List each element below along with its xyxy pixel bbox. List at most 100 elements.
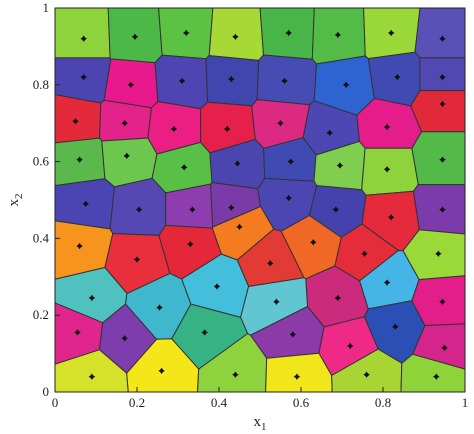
plot-frame [54, 7, 466, 393]
site-marker [439, 156, 446, 163]
site-marker [332, 206, 340, 213]
site-marker [433, 373, 440, 380]
site-marker [435, 250, 442, 257]
site-marker [72, 118, 79, 125]
y-axis-label-base: x [6, 199, 22, 207]
site-marker [76, 242, 83, 250]
x-axis-label: x1 [254, 414, 267, 433]
site-marker [187, 240, 194, 248]
site-marker [80, 73, 87, 81]
site-marker [228, 75, 235, 83]
voronoi-cell [99, 99, 152, 142]
site-marker [281, 77, 288, 85]
site-marker [285, 29, 292, 37]
site-marker [334, 31, 342, 39]
site-marker [439, 100, 446, 108]
voronoi-cell [400, 353, 465, 392]
site-marker [285, 194, 292, 202]
y-tick-label: 0 [43, 384, 50, 399]
site-marker [228, 204, 235, 211]
voronoi-cell [361, 147, 419, 196]
voronoi-cell [414, 8, 465, 59]
site-marker [123, 152, 130, 160]
site-marker [180, 164, 188, 171]
site-marker [88, 373, 96, 380]
site-marker [76, 156, 83, 163]
voronoi-cell [410, 90, 465, 133]
site-marker [388, 29, 395, 37]
site-marker [158, 367, 165, 375]
y-tick-label: 0.8 [33, 77, 49, 92]
site-marker [361, 250, 368, 257]
site-marker [394, 73, 401, 81]
site-marker [170, 125, 178, 133]
site-marker [88, 294, 96, 302]
voronoi-cell [265, 352, 333, 392]
voronoi-cell [367, 51, 421, 107]
site-marker [383, 279, 391, 286]
y-tick-label: 0.6 [33, 154, 50, 169]
site-marker [135, 206, 143, 213]
site-marker [289, 331, 296, 338]
y-tick-label: 1 [43, 0, 50, 15]
x-tick-label: 0 [52, 395, 59, 410]
site-marker [273, 298, 280, 305]
site-marker [277, 120, 284, 127]
site-marker [234, 160, 241, 167]
site-marker [392, 323, 399, 330]
site-marker [178, 77, 186, 85]
x-tick-label: 0.8 [375, 395, 391, 410]
site-marker [347, 342, 354, 350]
x-axis-label-base: x [254, 414, 262, 430]
site-marker [439, 298, 446, 305]
voronoi-cell [208, 8, 264, 61]
site-marker [388, 214, 395, 221]
site-marker [267, 260, 274, 267]
site-marker [133, 256, 141, 263]
site-marker [441, 344, 448, 352]
site-marker [121, 335, 128, 342]
site-marker [232, 33, 239, 40]
x-tick-label: 0.2 [129, 395, 145, 410]
site-marker [189, 206, 196, 213]
site-marker [201, 329, 208, 336]
site-marker [310, 239, 317, 246]
site-marker [439, 73, 446, 81]
voronoi-cells [55, 8, 465, 392]
x-axis-label-sub: 1 [261, 421, 267, 433]
site-marker [156, 304, 163, 311]
site-marker [383, 166, 391, 173]
site-marker [224, 125, 231, 133]
site-marker [326, 129, 333, 136]
x-tick-label: 1 [462, 395, 469, 410]
voronoi-cell [109, 177, 167, 236]
x-tick-label: 0.6 [293, 395, 310, 410]
voronoi-sites [72, 29, 448, 380]
x-tick-label: 0.4 [211, 395, 228, 410]
site-marker [439, 35, 446, 42]
y-axis-ticks: 0 0.2 0.4 0.6 0.8 1 [33, 0, 60, 399]
site-marker [383, 123, 391, 131]
site-marker [74, 329, 81, 336]
y-axis-label: x2 [6, 194, 25, 207]
site-marker [232, 371, 239, 378]
y-tick-label: 0.4 [33, 230, 50, 245]
site-marker [236, 223, 243, 231]
site-marker [287, 158, 294, 165]
y-tick-label: 0.2 [33, 307, 49, 322]
site-marker [183, 29, 190, 37]
voronoi-cell [55, 8, 111, 59]
site-marker [363, 371, 370, 378]
site-marker [80, 35, 87, 42]
site-marker [439, 206, 446, 213]
site-marker [127, 81, 135, 88]
x-axis-ticks: 0 0.2 0.4 0.6 0.8 1 [52, 387, 469, 410]
y-axis-label-sub: 2 [13, 194, 25, 200]
site-marker [293, 373, 301, 380]
voronoi-cell [411, 131, 465, 186]
voronoi-cell [413, 184, 465, 235]
site-marker [342, 81, 350, 88]
site-marker [131, 33, 139, 40]
site-marker [336, 162, 344, 169]
